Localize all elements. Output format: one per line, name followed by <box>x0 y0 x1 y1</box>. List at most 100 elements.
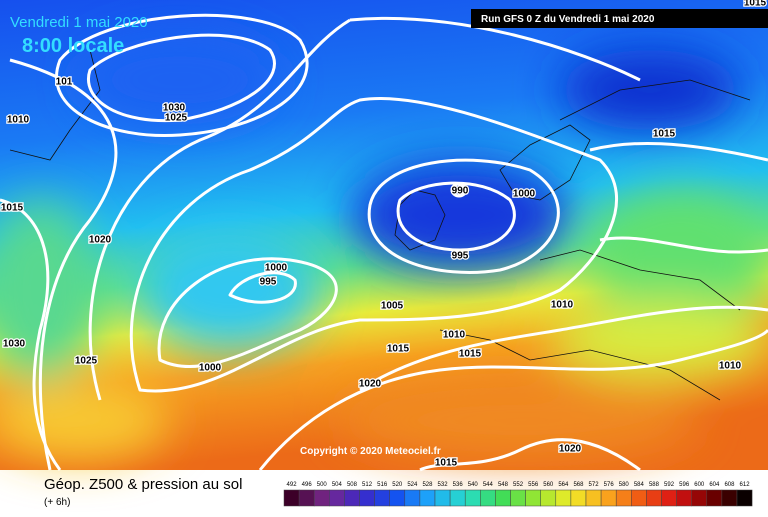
color-swatch <box>721 489 738 507</box>
color-swatch <box>510 489 526 507</box>
isobar-label: 1000 <box>513 189 536 200</box>
isobar-label: 1020 <box>559 444 582 455</box>
level-label: 512 <box>362 482 373 488</box>
isobar-label: 1010 <box>719 361 742 372</box>
isobar-label: 1005 <box>381 301 404 312</box>
color-swatch <box>570 489 587 507</box>
level-label: 608 <box>724 482 735 488</box>
level-label: 536 <box>453 482 464 488</box>
color-swatch <box>359 489 375 507</box>
level-label: 516 <box>377 482 388 488</box>
color-swatch <box>419 489 436 507</box>
level-label: 504 <box>332 482 343 488</box>
color-swatch <box>329 489 345 507</box>
level-label: 604 <box>709 482 720 488</box>
isobars <box>0 13 768 472</box>
level-label: 496 <box>302 482 313 488</box>
isobar-label: 1015 <box>435 458 458 469</box>
level-label: 572 <box>589 482 600 488</box>
color-swatch <box>615 489 632 507</box>
color-swatch <box>585 489 602 507</box>
isobar-label: 1010 <box>443 330 466 341</box>
isobar-label: 1000 <box>199 363 222 374</box>
local-time: 8:00 locale <box>22 35 124 57</box>
level-label: 508 <box>347 482 358 488</box>
color-swatch <box>540 489 557 507</box>
isobar-label: 995 <box>452 251 469 262</box>
color-swatch <box>495 489 511 507</box>
level-label: 568 <box>573 482 584 488</box>
color-swatch <box>631 489 647 507</box>
forecast-step: (+ 6h) <box>44 497 70 508</box>
isobar-label: 1015 <box>744 0 767 9</box>
footer: Géop. Z500 & pression au sol (+ 6h) 492 4… <box>44 476 753 508</box>
color-swatch <box>676 489 692 507</box>
run-info: Run GFS 0 Z du Vendredi 1 mai 2020 <box>481 14 655 25</box>
color-swatch <box>691 489 708 507</box>
level-label: 612 <box>740 482 751 488</box>
level-label: 492 <box>287 482 298 488</box>
color-swatch <box>313 489 330 507</box>
color-swatch <box>298 489 315 507</box>
color-swatch <box>646 489 662 507</box>
level-label: 584 <box>634 482 645 488</box>
isobar-label: 1020 <box>359 379 382 390</box>
copyright: Copyright © 2020 Meteociel.fr <box>300 446 441 457</box>
level-label: 564 <box>558 482 569 488</box>
isobar-label: 1015 <box>459 349 482 360</box>
isobar-label: 995 <box>260 277 277 288</box>
isobar-label: 101 <box>56 77 73 88</box>
level-label: 524 <box>407 482 418 488</box>
level-label: 532 <box>438 482 449 488</box>
isobar-label: 1015 <box>1 203 24 214</box>
footer-title: Géop. Z500 & pression au sol <box>44 476 242 493</box>
color-swatch <box>736 489 753 507</box>
colorbar: 492 496 500 504 508 512 516 520 524 528 532 536 540 5… <box>283 482 753 507</box>
isobar-label: 1020 <box>89 235 112 246</box>
level-label: 592 <box>664 482 675 488</box>
color-swatch <box>661 489 677 507</box>
color-swatch <box>344 489 360 507</box>
level-label: 580 <box>619 482 630 488</box>
color-swatch <box>480 489 496 507</box>
color-swatch <box>706 489 723 507</box>
color-swatch <box>283 489 300 507</box>
level-label: 540 <box>468 482 479 488</box>
color-swatch <box>464 489 481 507</box>
run-box <box>471 9 768 28</box>
level-label: 596 <box>679 482 690 488</box>
level-label: 588 <box>649 482 660 488</box>
color-swatch <box>600 489 617 507</box>
level-label: 528 <box>422 482 433 488</box>
color-swatch <box>374 489 390 507</box>
isobar-label: 1010 <box>7 115 30 126</box>
isobar-label: 1015 <box>387 344 410 355</box>
level-label: 544 <box>483 482 494 488</box>
isobar-label: 1030 <box>163 103 186 114</box>
isobar-label: 1010 <box>551 300 574 311</box>
level-label: 500 <box>317 482 328 488</box>
color-swatch <box>434 489 451 507</box>
level-label: 560 <box>543 482 554 488</box>
color-swatch <box>555 489 572 507</box>
coastlines <box>9 49 751 401</box>
valid-date: Vendredi 1 mai 2020 <box>10 14 148 31</box>
level-label: 520 <box>392 482 403 488</box>
color-swatch <box>404 489 421 507</box>
color-swatch <box>449 489 466 507</box>
level-label: 576 <box>604 482 615 488</box>
isobar-label: 990 <box>452 186 469 197</box>
level-label: 548 <box>498 482 509 488</box>
level-label: 552 <box>513 482 524 488</box>
isobar-label: 1025 <box>165 113 188 124</box>
isobar-label: 1000 <box>265 263 288 274</box>
color-swatch <box>525 489 541 507</box>
isobar-label: 1015 <box>653 129 676 140</box>
level-label: 600 <box>694 482 705 488</box>
isobar-label: 1025 <box>75 356 98 367</box>
level-label: 556 <box>528 482 539 488</box>
color-swatch <box>389 489 406 507</box>
